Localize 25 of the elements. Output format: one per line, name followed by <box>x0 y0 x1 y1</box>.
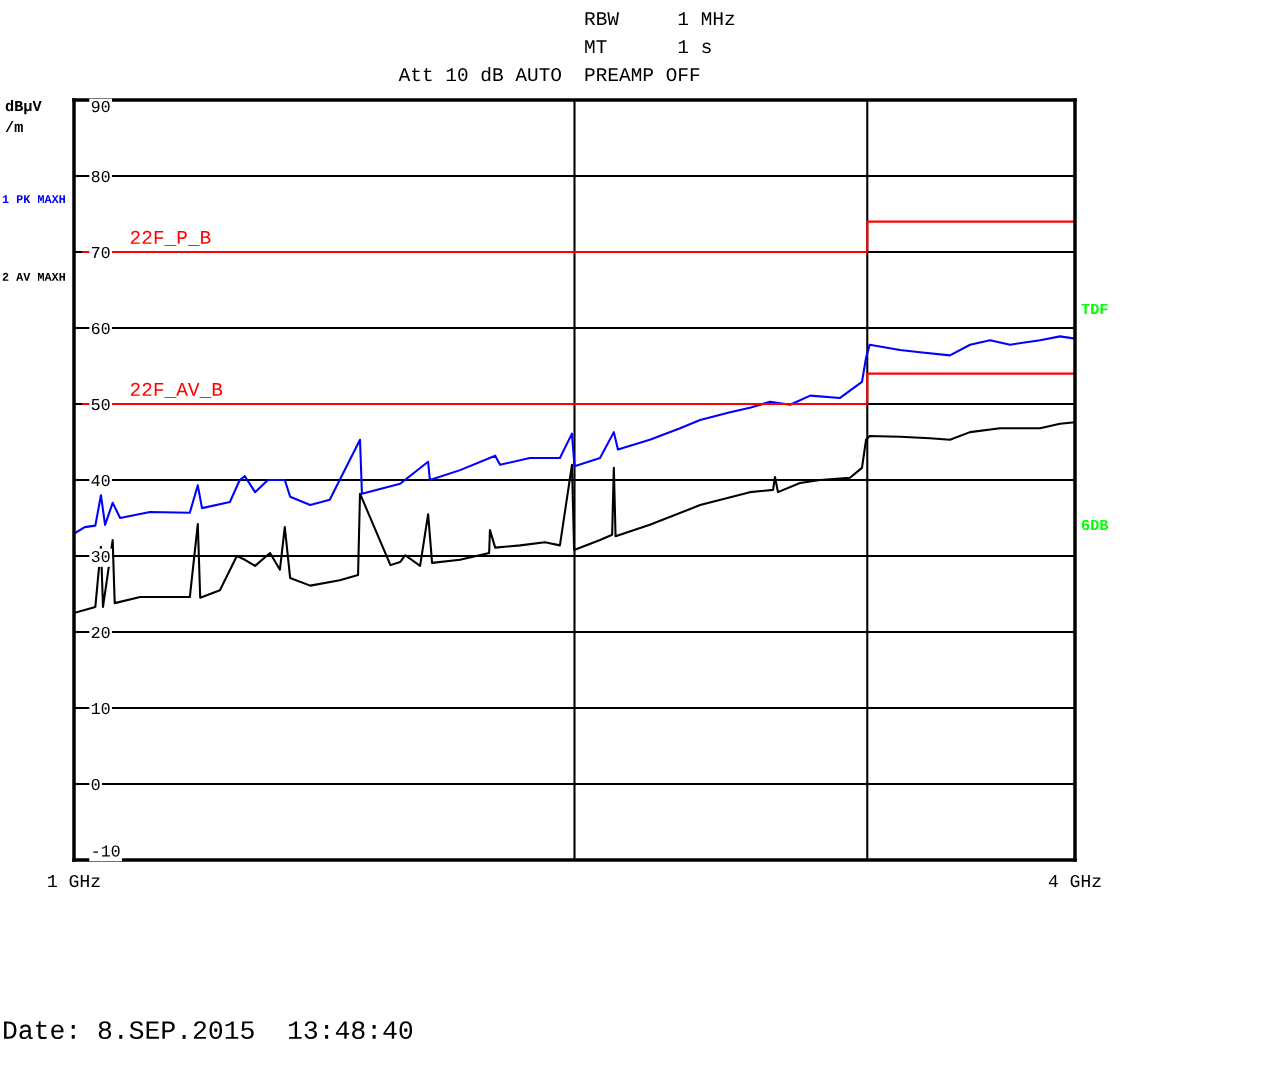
text: Date: 8.SEP.2015 13:48:40 <box>4 1021 413 1040</box>
series-label: 22F_AV_B <box>130 382 223 398</box>
x-tick-label: 1 GHz <box>48 874 100 888</box>
text: MT 1 s <box>585 40 711 54</box>
y-tick-label: 60 <box>91 322 110 335</box>
x-tick-label: 4 GHz <box>1048 874 1101 888</box>
text: PREAMP OFF <box>585 68 700 82</box>
text: 6DB <box>1081 519 1109 531</box>
y-axis-title: dBµV /m <box>5 100 42 133</box>
y-tick-label: 70 <box>91 246 110 259</box>
text: 2 AV MAXH <box>2 272 65 281</box>
y-tick-label: 0 <box>91 778 100 791</box>
y-tick-label: 20 <box>91 626 110 639</box>
text: Att 10 dB AUTO <box>398 66 562 82</box>
y-tick-label: 30 <box>91 550 110 563</box>
y-tick-label: 10 <box>91 702 110 715</box>
text: TDF <box>1081 303 1108 314</box>
y-tick-label: 90 <box>91 100 110 113</box>
y-tick-label: 40 <box>91 474 110 487</box>
y-tick-label: 80 <box>91 170 110 183</box>
text: 1 PK MAXH <box>2 195 65 203</box>
text: RBW 1 MHz <box>585 12 735 26</box>
series-label: 22F_P_B <box>130 230 211 246</box>
y-tick-label: 50 <box>91 398 110 411</box>
y-tick-label: -10 <box>93 845 120 857</box>
